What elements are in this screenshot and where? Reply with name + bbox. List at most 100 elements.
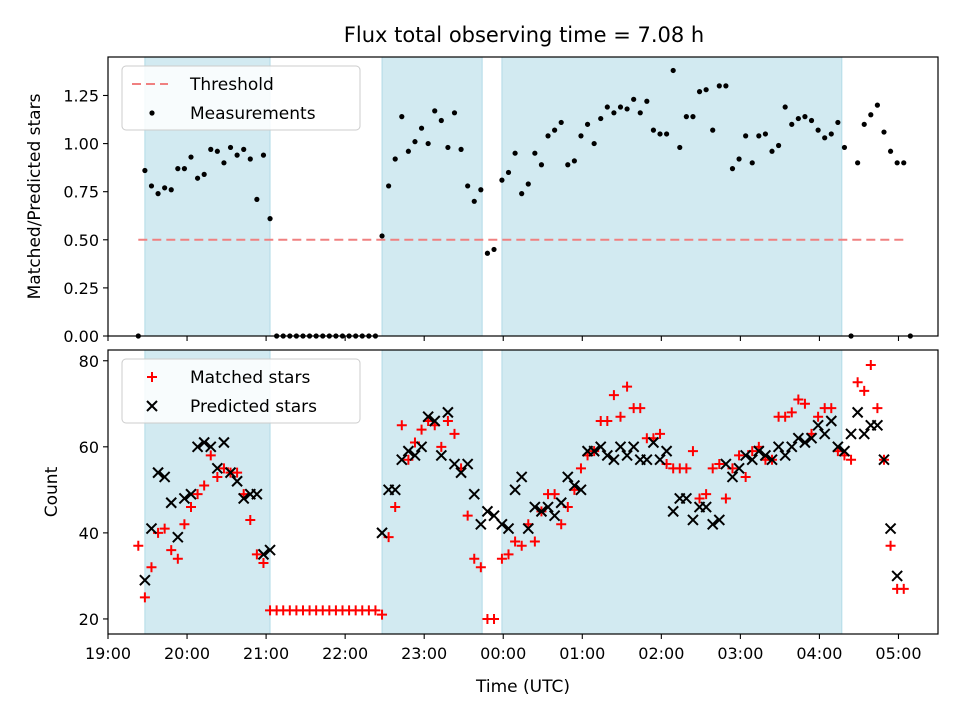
measurement-point: [445, 144, 451, 151]
measurement-point: [604, 104, 610, 110]
predicted-star-point: [548, 509, 561, 522]
y-tick-label: 0.75: [63, 183, 99, 202]
x-tick-label: 03:00: [717, 644, 763, 663]
matched-star-point: [852, 377, 863, 388]
x-tick-label: 20:00: [164, 644, 210, 663]
measurement-point: [221, 160, 227, 166]
matched-star-point: [496, 553, 507, 564]
measurement-point: [802, 114, 808, 120]
predicted-star-point: [627, 441, 640, 453]
predicted-star-point: [660, 445, 673, 457]
matched-star-point: [635, 403, 646, 414]
predicted-star-point: [231, 475, 243, 487]
measurement-point: [181, 166, 188, 172]
matched-star-point: [780, 411, 791, 422]
measurement-point: [617, 104, 624, 110]
measurement-point: [775, 142, 782, 149]
predicted-star-point: [805, 432, 818, 444]
shaded-interval-2: [381, 56, 483, 337]
measurement-point: [545, 133, 551, 139]
measurement-point: [664, 131, 670, 137]
measurement-point: [425, 140, 431, 147]
predicted-star-point: [858, 428, 870, 440]
measurement-point: [458, 146, 464, 152]
measurement-point: [208, 146, 214, 152]
x-tick-label: 01:00: [559, 644, 605, 663]
measurement-point: [227, 144, 234, 151]
shaded-interval-3: [501, 56, 843, 337]
measurement-point: [412, 139, 418, 145]
matched-star-point: [720, 493, 731, 504]
predicted-star-point: [621, 449, 633, 462]
ratio-y-axis-label: Matched/Predicted stars: [25, 93, 45, 299]
measurement-point: [822, 135, 828, 141]
predicted-star-point: [455, 466, 467, 479]
measurement-point: [723, 83, 729, 89]
matched-star-point: [602, 416, 613, 426]
matched-star-point: [205, 450, 216, 461]
measurement-point: [637, 110, 643, 116]
predicted-star-point: [680, 492, 693, 505]
predicted-star-point: [555, 497, 567, 509]
matched-star-point: [489, 613, 500, 624]
matched-star-point: [503, 549, 514, 560]
predicted-star-point: [739, 449, 752, 462]
predicted-star-point: [461, 458, 474, 470]
count-panel: 20 40 60 80 19:00 20:00 21:00 22:00 23:00 00:00 01…: [42, 349, 939, 697]
measurement-point: [267, 216, 273, 222]
matched-star-point: [793, 394, 804, 405]
predicted-star-point: [588, 445, 600, 457]
ratio-axes: 0.00 0.25 0.50 0.75 1.00 1.25: [63, 86, 900, 346]
measurement-point: [808, 117, 815, 124]
measurement-point: [571, 158, 577, 164]
count-axes: 20 40 60 80 19:00 20:00 21:00 22:00 23:00 00:00 01…: [79, 352, 922, 663]
predicted-star-point: [812, 419, 824, 432]
predicted-star-point: [845, 428, 857, 440]
predicted-star-point: [838, 445, 851, 457]
predicted-star-point: [832, 441, 844, 453]
predicted-star-point: [402, 445, 415, 457]
matched-star-point: [516, 540, 527, 551]
measurement-point: [657, 131, 663, 137]
measurement-point: [260, 152, 267, 158]
predicted-star-point: [481, 505, 494, 518]
measurement-point: [855, 160, 861, 166]
predicted-star-point: [614, 441, 627, 453]
ratio-plot-frame: [107, 56, 939, 337]
predicted-star-point: [542, 501, 554, 513]
predicted-star-point: [562, 471, 574, 483]
measurement-point: [155, 191, 161, 197]
matched-star-point: [799, 398, 810, 409]
predicted-star-point: [700, 501, 712, 513]
matched-star-point: [865, 360, 876, 371]
predicted-star-point: [396, 454, 408, 466]
measurement-point: [491, 246, 497, 253]
measurement-point: [868, 112, 874, 118]
measurement-point: [201, 171, 207, 177]
measurement-point: [611, 110, 617, 116]
matched-star-point: [377, 609, 388, 620]
predicted-star-point: [389, 484, 401, 496]
matched-star-point: [186, 502, 196, 513]
x-tick-label: 19:00: [85, 644, 131, 663]
measurement-point: [828, 131, 834, 137]
matched-star-point: [575, 463, 586, 474]
measurement-point: [194, 175, 201, 181]
count-marks: [133, 360, 909, 624]
measurement-point: [749, 160, 755, 166]
measurement-point: [499, 177, 505, 183]
x-tick-label: 02:00: [638, 644, 684, 663]
measurement-point: [703, 87, 709, 93]
matched-star-point: [714, 459, 725, 470]
predicted-star-point: [172, 531, 184, 543]
chart-title: Flux total observing time = 7.08 h: [344, 23, 704, 47]
measurement-point: [716, 83, 722, 89]
predicted-star-point: [884, 522, 897, 535]
legend-box: [121, 65, 361, 131]
matched-star-point: [245, 514, 256, 525]
measurement-point: [432, 108, 438, 114]
measurement-point: [484, 250, 491, 256]
predicted-star-point: [435, 449, 448, 462]
predicted-star-point: [825, 415, 837, 427]
